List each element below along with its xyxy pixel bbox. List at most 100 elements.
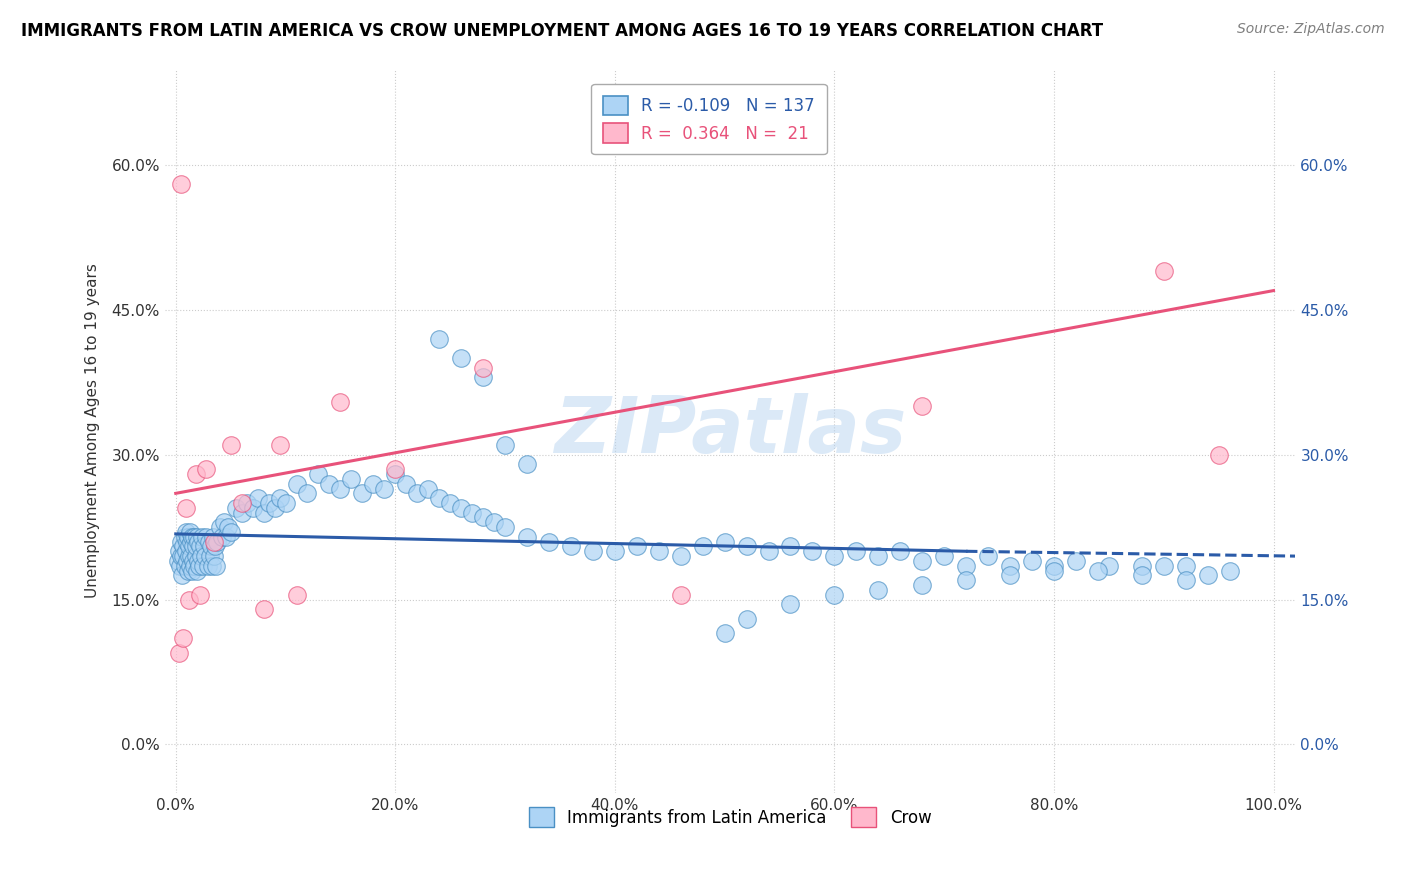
Point bbox=[193, 540, 215, 554]
Point bbox=[172, 631, 194, 645]
Point bbox=[1197, 568, 1219, 582]
Point bbox=[202, 549, 225, 563]
Point bbox=[318, 476, 340, 491]
Point bbox=[582, 544, 605, 558]
Point bbox=[779, 540, 801, 554]
Point bbox=[823, 549, 845, 563]
Point bbox=[181, 554, 204, 568]
Point bbox=[758, 544, 780, 558]
Point bbox=[167, 554, 190, 568]
Point bbox=[176, 554, 198, 568]
Point bbox=[187, 554, 209, 568]
Point bbox=[169, 558, 191, 573]
Point bbox=[1130, 568, 1153, 582]
Point bbox=[418, 482, 440, 496]
Point bbox=[176, 534, 198, 549]
Point bbox=[177, 592, 200, 607]
Point bbox=[384, 467, 406, 481]
Point bbox=[1098, 558, 1121, 573]
Point bbox=[1153, 264, 1175, 278]
Point bbox=[186, 530, 208, 544]
Point bbox=[188, 588, 211, 602]
Point bbox=[181, 530, 204, 544]
Point bbox=[461, 506, 484, 520]
Point bbox=[934, 549, 956, 563]
Point bbox=[208, 520, 231, 534]
Point bbox=[242, 500, 264, 515]
Point bbox=[363, 476, 385, 491]
Point bbox=[889, 544, 911, 558]
Point bbox=[450, 500, 472, 515]
Point bbox=[195, 462, 218, 476]
Point bbox=[1174, 558, 1197, 573]
Point bbox=[713, 534, 735, 549]
Point bbox=[868, 582, 890, 597]
Point bbox=[191, 530, 214, 544]
Y-axis label: Unemployment Among Ages 16 to 19 years: Unemployment Among Ages 16 to 19 years bbox=[86, 263, 100, 598]
Point bbox=[1174, 573, 1197, 587]
Text: Source: ZipAtlas.com: Source: ZipAtlas.com bbox=[1237, 22, 1385, 37]
Point bbox=[204, 540, 226, 554]
Point bbox=[285, 588, 308, 602]
Point bbox=[225, 500, 247, 515]
Point bbox=[167, 544, 190, 558]
Point bbox=[190, 549, 212, 563]
Point bbox=[170, 534, 193, 549]
Point bbox=[184, 467, 207, 481]
Point bbox=[197, 558, 219, 573]
Legend: Immigrants from Latin America, Crow: Immigrants from Latin America, Crow bbox=[520, 799, 939, 835]
Point bbox=[269, 491, 291, 505]
Point bbox=[537, 534, 560, 549]
Point bbox=[1208, 448, 1230, 462]
Point bbox=[186, 564, 208, 578]
Point bbox=[329, 394, 352, 409]
Point bbox=[219, 524, 242, 539]
Point bbox=[269, 438, 291, 452]
Point bbox=[195, 530, 218, 544]
Point bbox=[177, 549, 200, 563]
Point bbox=[735, 612, 758, 626]
Point bbox=[1021, 554, 1043, 568]
Point bbox=[202, 530, 225, 544]
Point bbox=[257, 496, 280, 510]
Point bbox=[373, 482, 395, 496]
Point bbox=[494, 520, 516, 534]
Point bbox=[247, 491, 270, 505]
Point bbox=[560, 540, 582, 554]
Text: IMMIGRANTS FROM LATIN AMERICA VS CROW UNEMPLOYMENT AMONG AGES 16 TO 19 YEARS COR: IMMIGRANTS FROM LATIN AMERICA VS CROW UN… bbox=[21, 22, 1104, 40]
Point bbox=[187, 558, 209, 573]
Point bbox=[180, 549, 202, 563]
Point bbox=[183, 530, 205, 544]
Point bbox=[1219, 564, 1241, 578]
Point bbox=[1130, 558, 1153, 573]
Point bbox=[231, 496, 253, 510]
Point bbox=[274, 496, 297, 510]
Point bbox=[179, 558, 201, 573]
Point bbox=[200, 540, 222, 554]
Point bbox=[329, 482, 352, 496]
Point bbox=[285, 476, 308, 491]
Point bbox=[911, 400, 934, 414]
Point bbox=[692, 540, 714, 554]
Point bbox=[845, 544, 868, 558]
Point bbox=[193, 558, 215, 573]
Point bbox=[172, 549, 194, 563]
Point bbox=[170, 178, 193, 192]
Point bbox=[172, 540, 194, 554]
Point bbox=[472, 360, 495, 375]
Point bbox=[177, 540, 200, 554]
Point bbox=[174, 500, 197, 515]
Point bbox=[217, 520, 239, 534]
Point bbox=[450, 351, 472, 366]
Point bbox=[482, 516, 505, 530]
Point bbox=[205, 558, 228, 573]
Point bbox=[406, 486, 429, 500]
Point bbox=[779, 598, 801, 612]
Point bbox=[212, 516, 235, 530]
Point bbox=[1043, 564, 1066, 578]
Point bbox=[198, 549, 221, 563]
Point bbox=[174, 524, 197, 539]
Point bbox=[472, 510, 495, 524]
Point bbox=[170, 549, 193, 563]
Point bbox=[236, 496, 259, 510]
